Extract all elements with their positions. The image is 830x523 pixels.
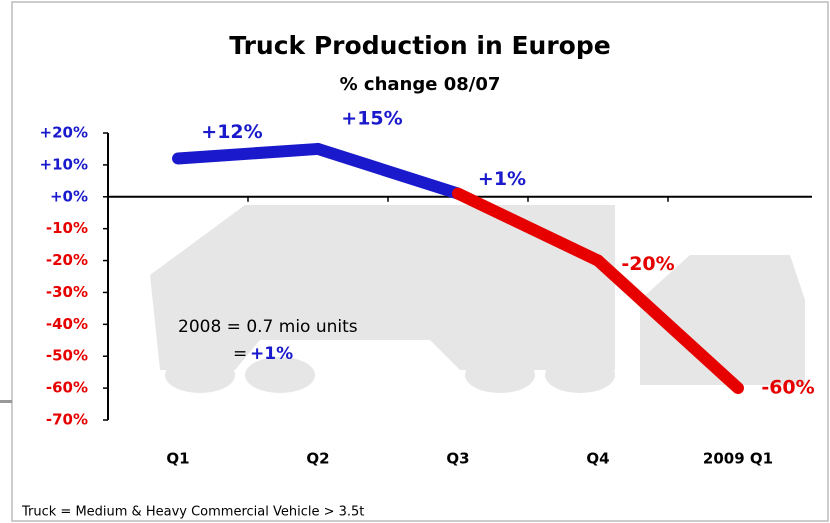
footnote: Truck = Medium & Heavy Commercial Vehicl…: [21, 505, 364, 520]
x-tick-label: 2009 Q1: [703, 450, 773, 468]
y-tick-label: -70%: [46, 411, 88, 429]
frame-notch: [0, 400, 12, 403]
y-tick-label: +10%: [40, 155, 88, 173]
y-tick-label: +0%: [50, 187, 88, 205]
data-label: +1%: [478, 168, 526, 190]
y-tick-label: -10%: [46, 219, 88, 237]
y-tick-label: -40%: [46, 315, 88, 333]
data-label: +15%: [341, 107, 402, 129]
chart-title: Truck Production in Europe: [229, 31, 610, 60]
x-tick-label: Q3: [446, 450, 469, 468]
annotation-value: +1%: [250, 344, 293, 364]
y-tick-label: -50%: [46, 347, 88, 365]
data-label: +12%: [201, 121, 262, 143]
data-label: -60%: [761, 377, 814, 399]
x-tick-label: Q1: [166, 450, 189, 468]
annotation: 2008 = 0.7 mio units: [178, 317, 358, 337]
chart: Truck Production in Europe % change 08/0…: [0, 0, 830, 523]
x-tick-label: Q2: [306, 450, 329, 468]
y-tick-label: +20%: [40, 124, 88, 142]
chart-subtitle: % change 08/07: [340, 74, 501, 95]
y-tick-label: -60%: [46, 379, 88, 397]
y-tick-label: -20%: [46, 251, 88, 269]
y-tick-label: -30%: [46, 283, 88, 301]
data-label: -20%: [621, 253, 674, 275]
annotation-equals: =: [233, 344, 247, 364]
x-tick-label: Q4: [586, 450, 609, 468]
